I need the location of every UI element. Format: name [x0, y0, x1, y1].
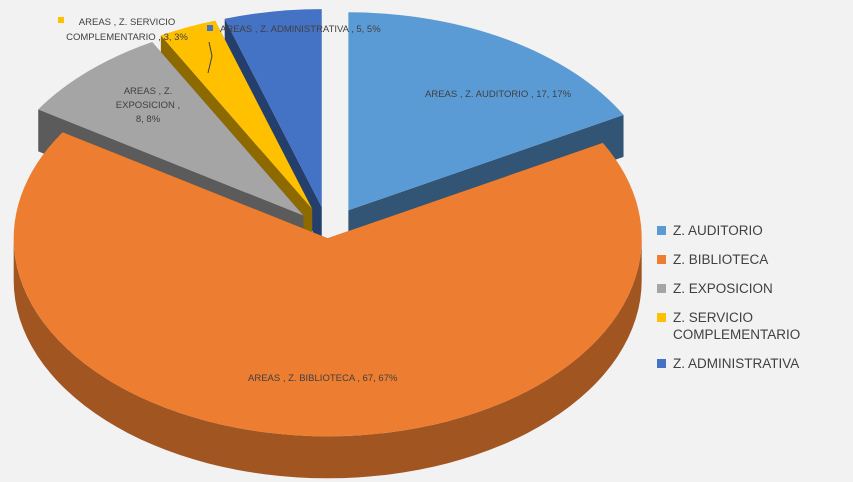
legend-swatch [657, 284, 666, 293]
legend-item-servicio: Z. SERVICIO COMPLEMENTARIO [657, 309, 847, 343]
data-label-exposicion-line1: AREAS , Z. [124, 86, 173, 97]
legend-swatch [657, 359, 666, 368]
data-label-servicio-line2: COMPLEMENTARIO , 3, 3% [66, 32, 188, 43]
pie-slice-biblioteca [13, 132, 642, 479]
legend-swatch [657, 226, 666, 235]
data-label-administrativa-marker [207, 25, 213, 31]
data-label-auditorio: AREAS , Z. AUDITORIO , 17, 17% [425, 89, 572, 100]
legend-item-auditorio: Z. AUDITORIO [657, 222, 847, 239]
legend-label: Z. EXPOSICION [673, 281, 773, 296]
data-label-exposicion-line2: EXPOSICION , [116, 100, 180, 111]
legend-label: Z. SERVICIO COMPLEMENTARIO [673, 310, 801, 342]
legend-label: Z. BIBLIOTECA [673, 252, 769, 267]
slice-top-biblioteca [13, 132, 642, 437]
data-label-biblioteca: AREAS , Z. BIBLIOTECA , 67, 67% [248, 373, 398, 384]
legend-label: Z. ADMINISTRATIVA [673, 356, 800, 371]
slice-top-servicio [160, 20, 313, 209]
legend: Z. AUDITORIO Z. BIBLIOTECA Z. EXPOSICION… [657, 222, 847, 384]
slice-top-exposicion [38, 41, 304, 216]
legend-swatch [657, 313, 666, 322]
legend-item-biblioteca: Z. BIBLIOTECA [657, 251, 847, 268]
legend-swatch [657, 255, 666, 264]
data-label-exposicion-line3: 8, 8% [136, 114, 161, 125]
leader-line-servicio [207, 41, 213, 74]
data-label-administrativa: AREAS , Z. ADMINISTRATIVA , 5, 5% [220, 24, 381, 35]
legend-item-exposicion: Z. EXPOSICION [657, 280, 847, 297]
slice-top-auditorio [348, 12, 624, 211]
data-label-servicio-line1: AREAS , Z. SERVICIO [79, 17, 175, 28]
legend-item-administrativa: Z. ADMINISTRATIVA [657, 355, 847, 372]
slice-rim-biblioteca [13, 238, 642, 479]
legend-label: Z. AUDITORIO [673, 223, 763, 238]
slice-top-administrativa [224, 9, 322, 208]
data-label-servicio-marker [58, 17, 64, 23]
